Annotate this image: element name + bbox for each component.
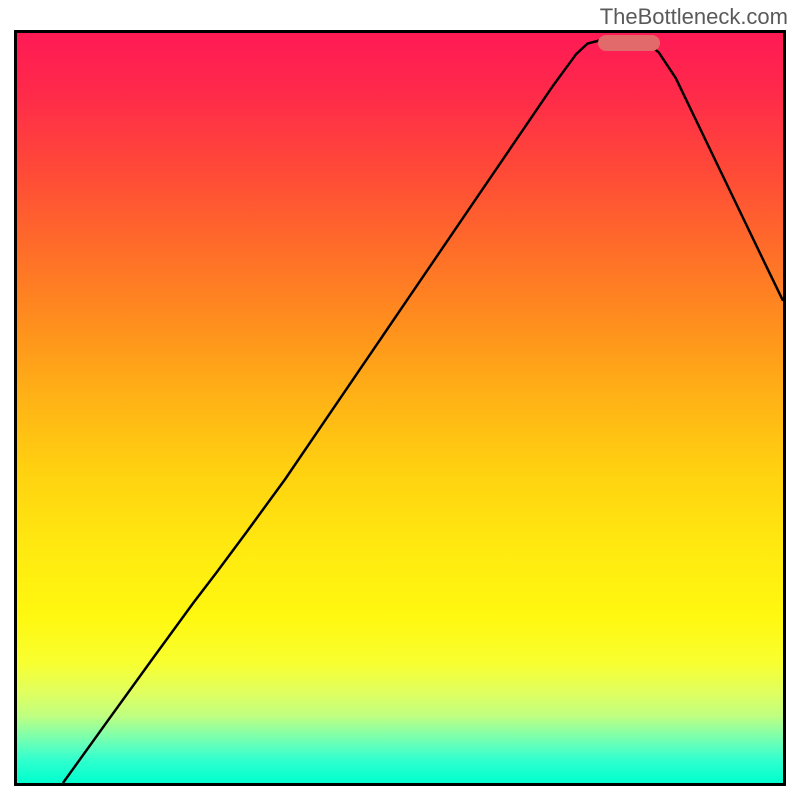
bottleneck-curve <box>17 33 783 783</box>
watermark-text: TheBottleneck.com <box>600 4 788 30</box>
optimal-marker <box>598 35 660 51</box>
plot-area <box>14 30 786 786</box>
